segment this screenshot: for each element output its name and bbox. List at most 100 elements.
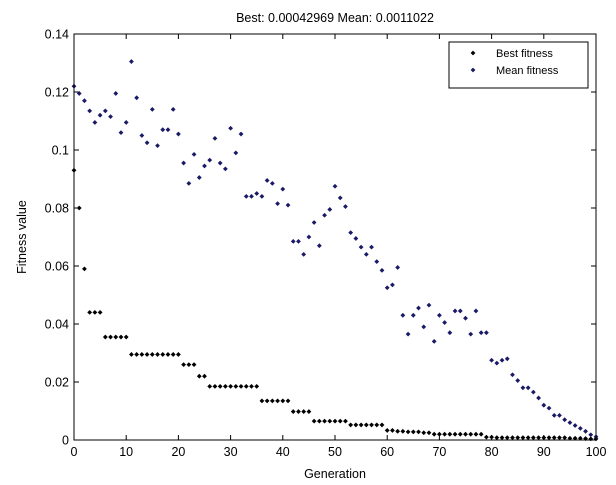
best-fitness-point [144, 352, 150, 357]
mean-fitness-point [520, 385, 526, 391]
best-fitness-point [431, 431, 437, 437]
mean-fitness-point [269, 180, 275, 186]
legend-label-best: Best fitness [496, 48, 553, 60]
best-fitness-point [217, 383, 223, 389]
best-fitness-point [337, 418, 343, 424]
best-fitness-point [463, 431, 468, 437]
mean-fitness-point [337, 195, 343, 201]
mean-fitness-point [468, 331, 474, 337]
mean-fitness-point [290, 238, 296, 244]
best-fitness-point [363, 422, 369, 428]
best-fitness-point [181, 362, 187, 367]
mean-fitness-point [358, 244, 364, 250]
best-fitness-point [400, 428, 406, 434]
mean-fitness-point [118, 130, 124, 135]
mean-fitness-point [238, 131, 244, 137]
best-fitness-point [504, 435, 510, 441]
x-tick-label: 50 [328, 445, 342, 459]
mean-fitness-point [170, 107, 176, 112]
best-fitness-point [410, 429, 416, 435]
best-fitness-point [541, 435, 547, 441]
best-fitness-point [447, 431, 453, 437]
best-fitness-point [510, 435, 515, 441]
mean-fitness-point [212, 136, 218, 141]
mean-fitness-point [431, 339, 437, 344]
plot-area [73, 33, 597, 441]
mean-fitness-point [421, 324, 427, 330]
best-fitness-point [202, 373, 207, 379]
mean-fitness-point [191, 151, 197, 157]
mean-fitness-point [583, 428, 588, 434]
best-fitness-point [437, 431, 442, 437]
mean-fitness-point [536, 395, 541, 401]
best-fitness-point [536, 435, 541, 441]
y-tick-label: 0.14 [45, 28, 69, 42]
best-fitness-point [551, 435, 557, 441]
x-tick-label: 80 [485, 445, 499, 459]
mean-fitness-point [149, 107, 155, 112]
mean-fitness-point [374, 259, 380, 265]
legend: Best fitness Mean fitness [448, 41, 589, 89]
best-fitness-point [457, 431, 463, 437]
mean-fitness-point [567, 420, 573, 425]
legend-marker-mean [470, 67, 476, 73]
best-fitness-point [483, 434, 489, 440]
best-fitness-point [207, 383, 213, 389]
best-fitness-point [322, 418, 327, 424]
y-tick-label: 0.02 [45, 376, 69, 390]
best-fitness-point [269, 398, 275, 404]
best-fitness-point [515, 435, 521, 441]
mean-fitness-point [186, 180, 192, 186]
best-fitness-point [478, 431, 484, 437]
y-axis-label: Fitness value [15, 200, 29, 274]
series-best-fitness [71, 167, 599, 442]
best-fitness-point [134, 352, 140, 357]
x-tick-label: 0 [71, 445, 78, 459]
mean-fitness-point [541, 402, 547, 408]
y-tick-label: 0 [62, 434, 69, 448]
best-fitness-point [332, 418, 338, 424]
best-fitness-point [160, 352, 166, 357]
mean-fitness-point [463, 315, 468, 321]
mean-fitness-point [129, 59, 134, 64]
mean-fitness-point [515, 378, 521, 383]
best-fitness-point [296, 409, 301, 414]
mean-fitness-point [275, 201, 280, 207]
best-fitness-point [473, 431, 479, 437]
best-fitness-point [280, 398, 286, 404]
best-fitness-point [87, 310, 93, 315]
mean-fitness-point [243, 194, 249, 199]
best-fitness-point [520, 435, 526, 441]
best-fitness-point [165, 352, 171, 357]
best-fitness-point [374, 422, 380, 428]
mean-fitness-point [285, 202, 291, 208]
mean-fitness-point [457, 308, 463, 314]
best-fitness-point [191, 362, 197, 367]
best-fitness-point [97, 310, 103, 315]
best-fitness-point [316, 418, 322, 424]
mean-fitness-point [363, 252, 369, 257]
best-fitness-point [123, 334, 129, 340]
best-fitness-point [155, 352, 160, 357]
best-fitness-point [494, 435, 500, 441]
legend-marker-best [470, 50, 476, 56]
best-fitness-point [572, 435, 578, 441]
mean-fitness-point [483, 330, 489, 336]
x-tick-label: 10 [119, 445, 133, 459]
best-fitness-point [222, 383, 228, 389]
mean-fitness-point [551, 412, 557, 418]
mean-fitness-point [562, 417, 568, 423]
best-fitness-point [301, 409, 307, 414]
best-fitness-point [489, 434, 494, 440]
best-fitness-point [118, 334, 124, 340]
chart-title: Best: 0.00042969 Mean: 0.0011022 [236, 11, 434, 25]
mean-fitness-point [489, 357, 494, 363]
mean-fitness-point [311, 220, 317, 225]
best-fitness-point [353, 422, 359, 428]
mean-fitness-point [123, 120, 129, 125]
mean-fitness-point [588, 432, 594, 438]
best-fitness-point [243, 383, 249, 389]
mean-fitness-point [410, 312, 416, 318]
y-tick-label: 0.06 [45, 260, 69, 274]
mean-fitness-point [327, 207, 333, 212]
